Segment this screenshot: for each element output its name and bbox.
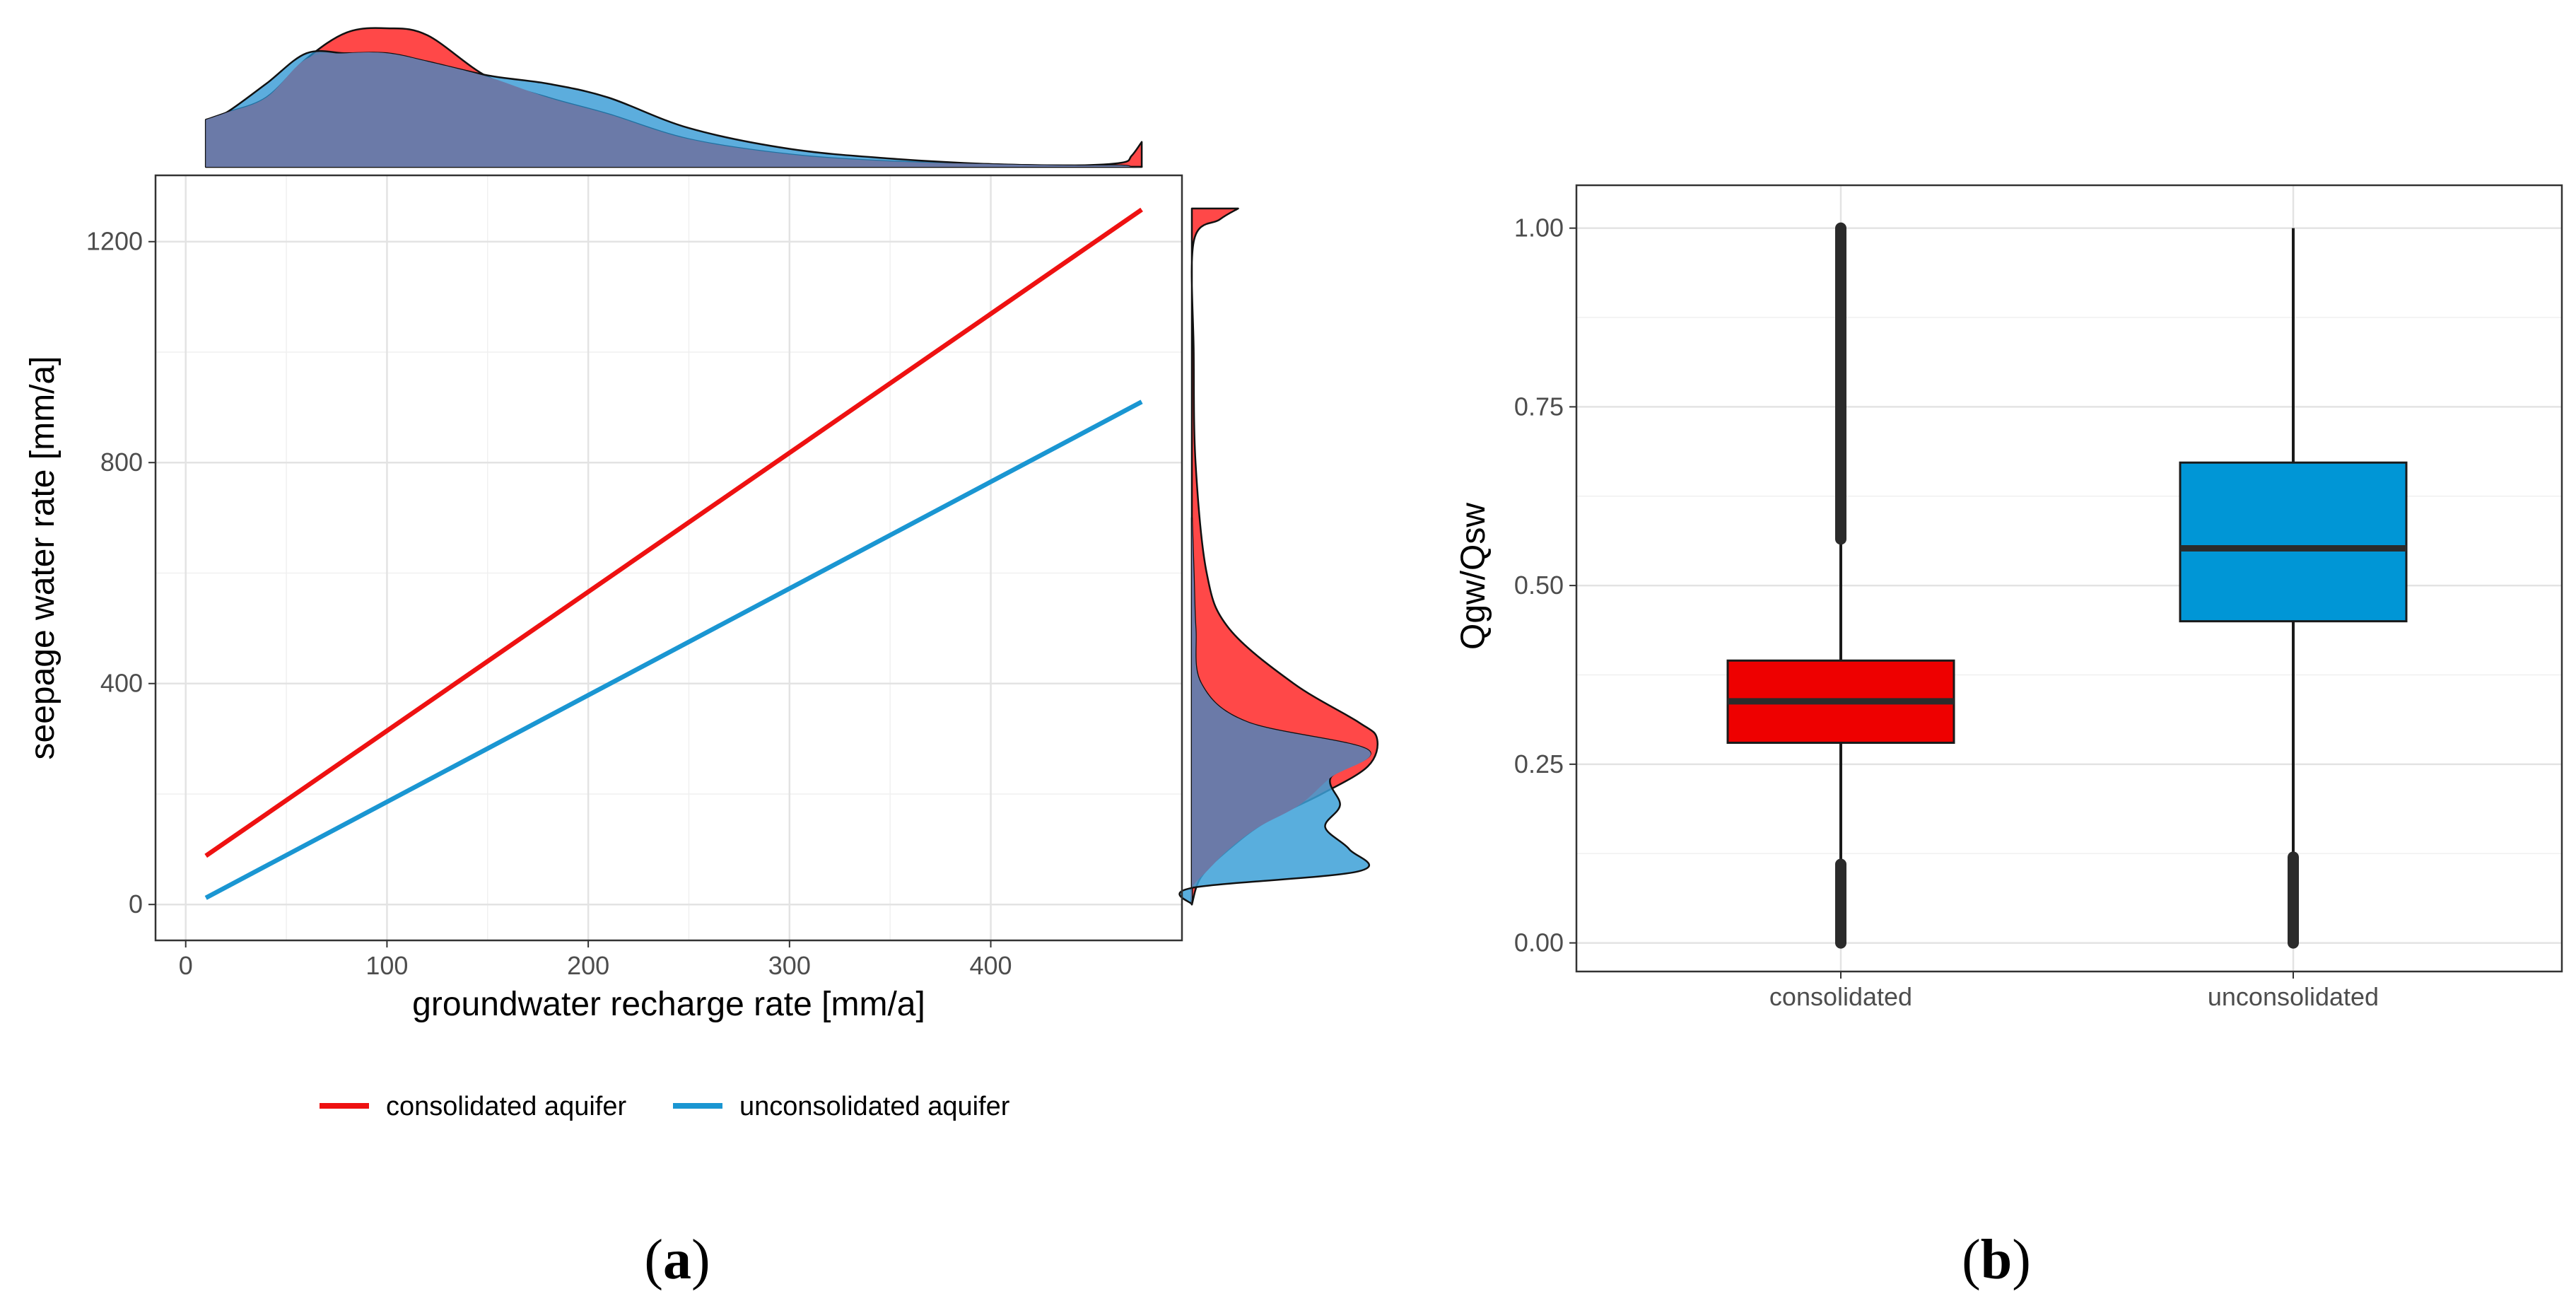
panel-a: 0 100 200 300 400 0 400 800 1200 groundwater rec…: [24, 27, 1378, 1291]
panel-b-y-tick-label: 0.75: [1514, 392, 1564, 421]
panel-a-x-tick-label: 200: [567, 951, 609, 980]
panel-a-lines: [204, 207, 1143, 900]
panel-b: 0.00 0.25 0.50 0.75 1.00 consolidated unconsol…: [1455, 184, 2563, 1291]
panel-a-legend: consolidated aquifer unconsolidated aqui…: [320, 1092, 1010, 1121]
panel-b-tick-labels: 0.00 0.25 0.50 0.75 1.00 consolidated unconsol…: [1514, 214, 2379, 1011]
panel-a-right-marginal-density: [1178, 207, 1378, 906]
panel-b-y-tick-label: 0.25: [1514, 749, 1564, 778]
legend-label-consolidated: consolidated aquifer: [386, 1092, 626, 1121]
panel-b-x-tick-label: unconsolidated: [2208, 982, 2379, 1011]
panel-a-top-marginal-density: [204, 27, 1143, 168]
panel-b-boxplots: [1726, 222, 2408, 949]
panel-a-x-tick-label: 300: [768, 951, 811, 980]
panel-b-plot-border: [1575, 184, 2563, 973]
panel-a-letter: a: [663, 1229, 691, 1291]
panel-b-x-tick-label: consolidated: [1769, 982, 1912, 1011]
line-unconsolidated-aquifer: [204, 399, 1143, 900]
panel-a-gridlines: [156, 175, 1182, 940]
panel-a-plot-background: [156, 175, 1182, 940]
panel-a-plot-border: [154, 174, 1183, 942]
panel-a-y-tick-label: 800: [100, 448, 143, 477]
panel-a-y-tick-label: 400: [100, 669, 143, 698]
panel-a-y-axis-title: seepage water rate [mm/a]: [24, 356, 62, 760]
right-density-overlap: [1190, 518, 1371, 905]
boxplot-unconsolidated-box: [2179, 461, 2408, 623]
panel-a-x-axis-title: groundwater recharge rate [mm/a]: [412, 986, 925, 1023]
panel-a-tick-labels: 0 100 200 300 400 0 400 800 1200: [86, 227, 1012, 980]
panel-a-label: (a): [644, 1229, 710, 1291]
panel-b-y-axis-title: Qgw/Qsw: [1455, 503, 1492, 650]
top-density-overlap: [206, 52, 1142, 168]
panel-a-y-tick-label: 1200: [86, 227, 143, 256]
line-consolidated-aquifer: [204, 207, 1143, 858]
panel-a-x-tick-label: 0: [179, 951, 193, 980]
panel-b-y-tick-label: 0.50: [1514, 571, 1564, 600]
legend-label-unconsolidated: unconsolidated aquifer: [739, 1092, 1010, 1121]
panel-b-label: (b): [1962, 1229, 2031, 1291]
panel-a-x-tick-label: 400: [969, 951, 1012, 980]
panel-b-letter: b: [1981, 1229, 2013, 1291]
panel-b-y-tick-label: 0.00: [1514, 928, 1564, 957]
panel-b-y-tick-label: 1.00: [1514, 214, 1564, 243]
panel-a-x-tick-label: 100: [365, 951, 408, 980]
panel-a-y-tick-label: 0: [129, 889, 143, 918]
